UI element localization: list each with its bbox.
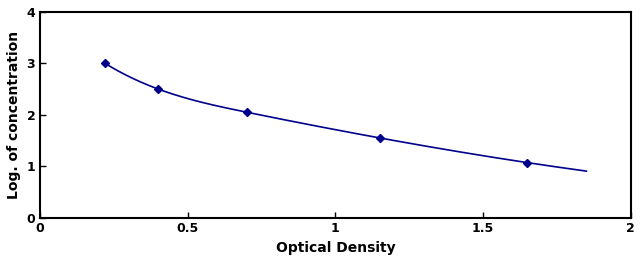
Y-axis label: Log. of concentration: Log. of concentration (7, 31, 21, 199)
X-axis label: Optical Density: Optical Density (275, 241, 395, 255)
